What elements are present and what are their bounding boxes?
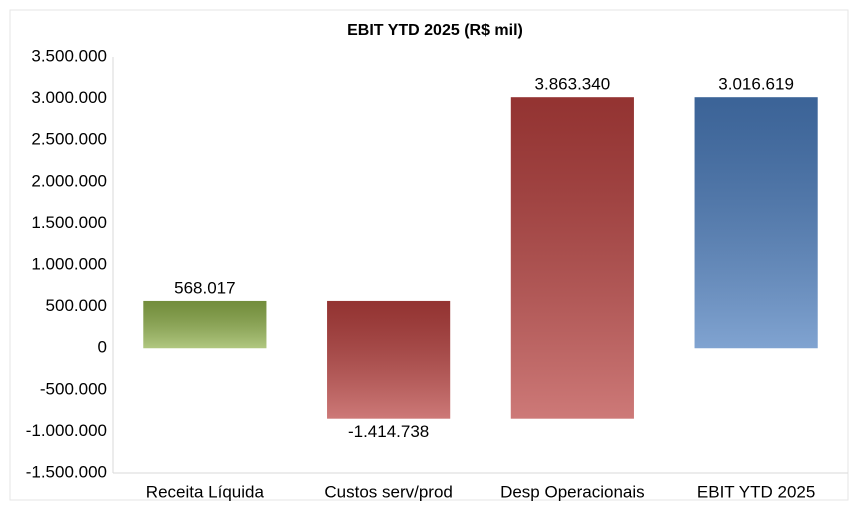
value-label: -1.414.738 [348, 422, 429, 441]
y-tick-label: 1.000.000 [31, 254, 107, 273]
y-tick-label: 500.000 [46, 296, 107, 315]
bar-shine [510, 97, 634, 419]
y-tick-label: 3.000.000 [31, 88, 107, 107]
x-tick-label: Desp Operacionais [500, 482, 645, 501]
x-tick-label: EBIT YTD 2025 [697, 482, 815, 501]
y-tick-label: -1.500.000 [26, 462, 107, 481]
y-tick-label: 2.500.000 [31, 130, 107, 149]
x-tick-label: Custos serv/prod [324, 482, 453, 501]
y-tick-label: 3.500.000 [31, 46, 107, 65]
bar-shine [694, 97, 818, 349]
chart-border [9, 9, 849, 501]
y-tick-label: 2.000.000 [31, 171, 107, 190]
value-label: 3.863.340 [535, 75, 611, 94]
value-label: 568.017 [174, 278, 235, 297]
bar-shine [327, 300, 451, 419]
y-tick-label: -1.000.000 [26, 421, 107, 440]
value-label: 3.016.619 [718, 75, 794, 94]
x-tick-label: Receita Líquida [146, 482, 265, 501]
bar-shine [143, 300, 267, 349]
chart-title: EBIT YTD 2025 (R$ mil) [347, 22, 523, 39]
y-tick-label: 0 [98, 338, 107, 357]
y-tick-label: -500.000 [40, 379, 107, 398]
y-tick-label: 1.500.000 [31, 213, 107, 232]
